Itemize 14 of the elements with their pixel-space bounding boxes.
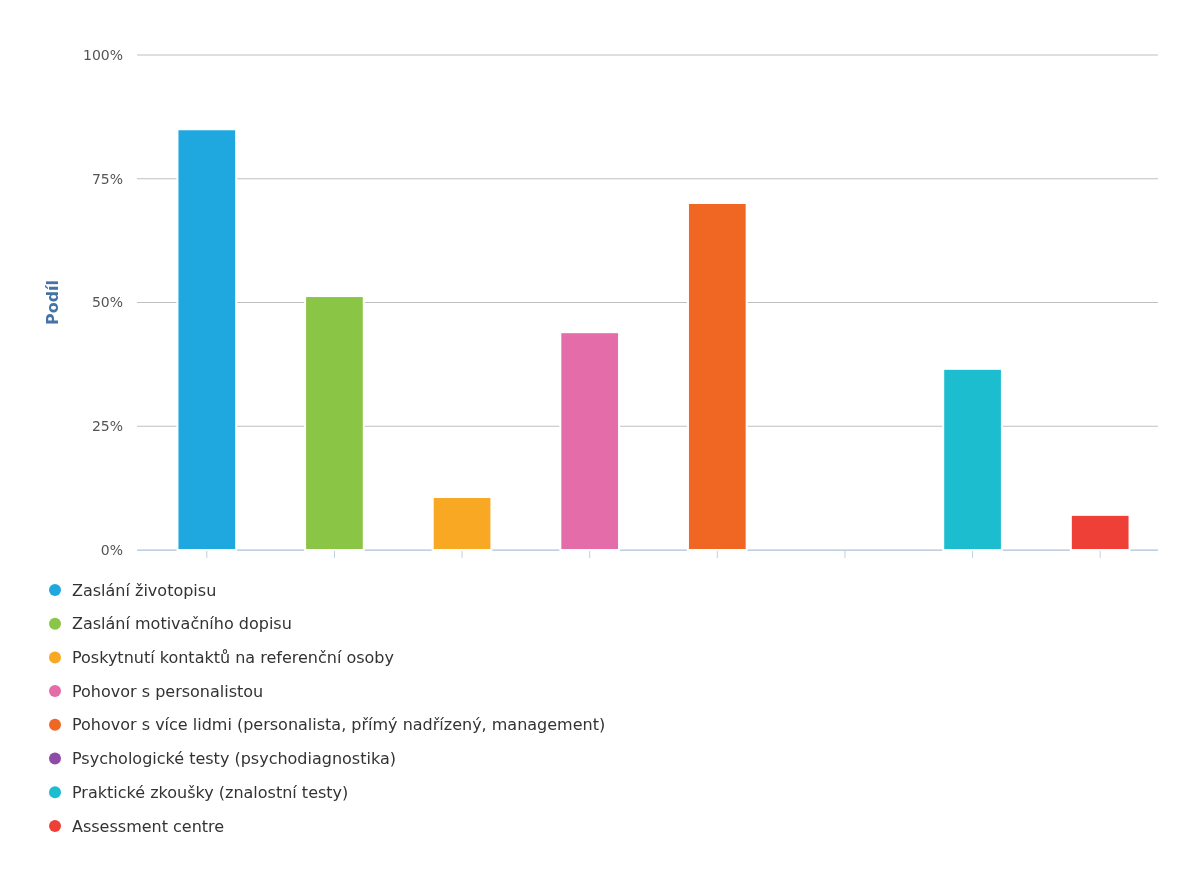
legend-label: Pohovor s personalistou [72,681,264,701]
y-tick-label: 25% [91,418,123,435]
legend-label: Assessment centre [72,816,225,836]
legend-label: Poskytnutí kontaktů na referenční osoby [72,648,394,667]
y-tick-label: 50% [91,294,123,311]
y-tick-label: 0% [100,541,123,558]
legend-label: Zaslání životopisu [72,580,217,600]
y-tick-label: 75% [91,170,123,187]
legend-label: Psychologické testy (psychodiagnostika) [72,749,396,769]
legend-label: Zaslání motivačního dopisu [72,614,292,634]
legend-label: Pohovor s více lidmi (personalista, přímý nadřízený, management) [72,715,606,735]
legend-label: Praktické zkoušky (znalostní testy) [72,782,349,802]
y-axis-title: Podíl [43,279,62,326]
y-tick-label: 100% [82,46,123,63]
